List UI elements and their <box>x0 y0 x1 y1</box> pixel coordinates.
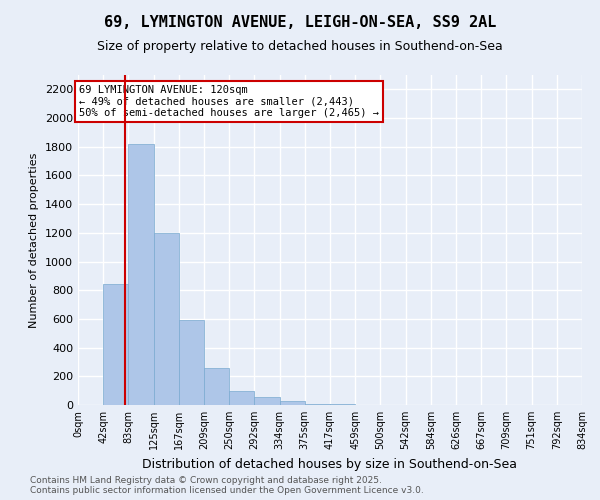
Text: Size of property relative to detached houses in Southend-on-Sea: Size of property relative to detached ho… <box>97 40 503 53</box>
Bar <box>280 400 305 405</box>
Y-axis label: Number of detached properties: Number of detached properties <box>29 152 40 328</box>
Bar <box>305 404 330 405</box>
Text: 69, LYMINGTON AVENUE, LEIGH-ON-SEA, SS9 2AL: 69, LYMINGTON AVENUE, LEIGH-ON-SEA, SS9 … <box>104 15 496 30</box>
Bar <box>179 320 204 405</box>
Text: 69 LYMINGTON AVENUE: 120sqm
← 49% of detached houses are smaller (2,443)
50% of : 69 LYMINGTON AVENUE: 120sqm ← 49% of det… <box>79 85 379 118</box>
Bar <box>229 390 254 405</box>
X-axis label: Distribution of detached houses by size in Southend-on-Sea: Distribution of detached houses by size … <box>143 458 517 470</box>
Bar <box>254 397 280 405</box>
Text: Contains HM Land Registry data © Crown copyright and database right 2025.
Contai: Contains HM Land Registry data © Crown c… <box>30 476 424 495</box>
Bar <box>154 233 179 405</box>
Bar <box>204 368 229 405</box>
Bar <box>103 284 128 405</box>
Bar <box>330 404 355 405</box>
Bar <box>128 144 154 405</box>
